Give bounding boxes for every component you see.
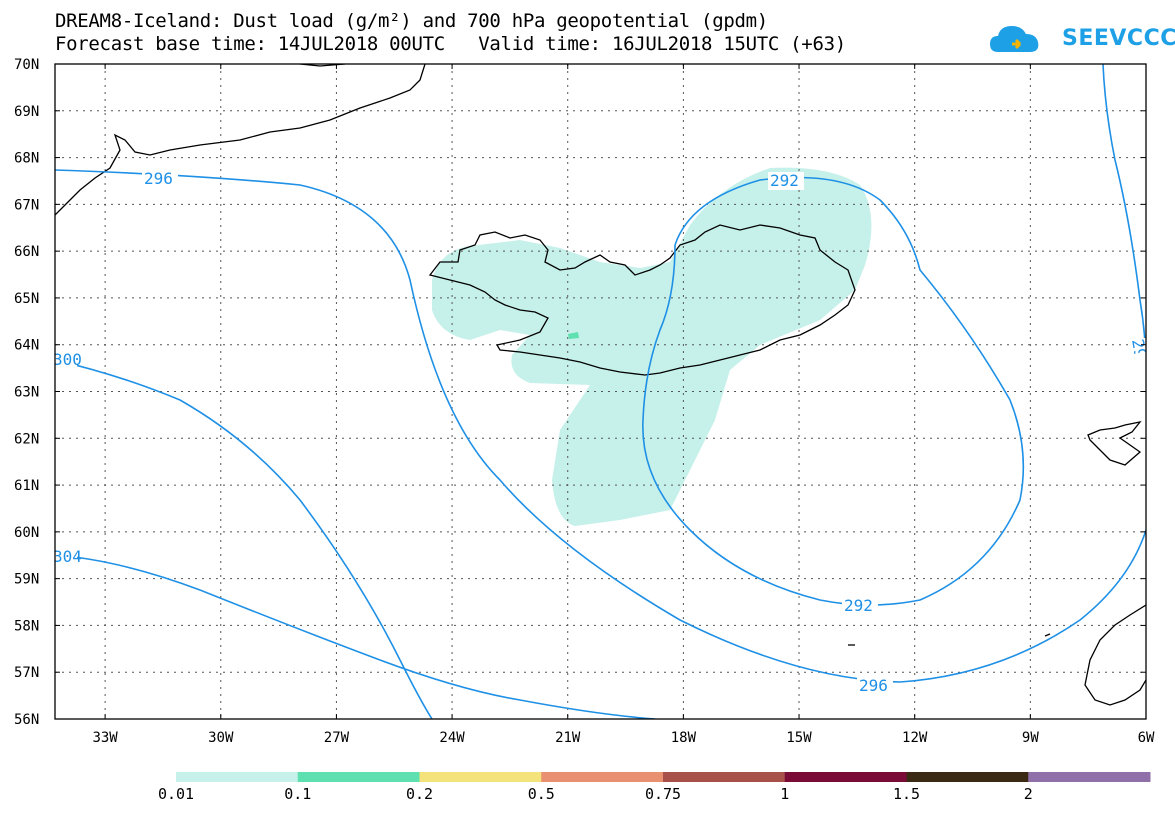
colorbar-segment [1028,772,1151,782]
map-subtitle: Forecast base time: 14JUL2018 00UTC Vali… [55,33,846,55]
contour-label-292-south: 292 [844,596,873,615]
dust-load-area [432,167,872,526]
contour-label-296-west: 296 [144,169,173,188]
lat-tick-label: 63N [14,385,39,401]
colorbar-label: 1.5 [893,785,920,803]
lat-tick-label: 59N [14,572,39,588]
colorbar-segment [784,772,907,782]
lat-tick-label: 64N [14,338,39,354]
colorbar-segment [541,772,664,782]
lon-tick-label: 6W [1138,730,1155,746]
lon-tick-label: 30W [208,730,234,746]
lat-tick-label: 69N [14,104,39,120]
longitude-labels: 33W 30W 27W 24W 21W 18W 15W 12W 9W 6W [92,730,1155,746]
lat-tick-label: 66N [14,244,39,260]
colorbar-label: 0.2 [406,785,433,803]
contour-label-300-west: 300 [53,350,82,369]
latitude-labels: 70N 69N 68N 67N 66N 65N 64N 63N 62N 61N 60N 59N 58N 5… [14,57,39,728]
colorbar-segment [663,772,786,782]
lat-tick-label: 65N [14,291,39,307]
lat-tick-label: 70N [14,57,39,73]
colorbar-label: 0.75 [645,785,681,803]
colorbar-label: 2 [1024,785,1033,803]
colorbar-label: 1 [780,785,789,803]
lat-tick-label: 68N [14,151,39,167]
axis-ticks [55,63,1147,720]
lon-tick-label: 21W [555,730,581,746]
lon-tick-label: 12W [902,730,928,746]
cloud-icon [990,26,1039,52]
lat-tick-label: 62N [14,431,39,447]
lat-tick-label: 58N [14,618,39,634]
contour-label-296-south: 296 [859,676,888,695]
colorbar-segment [297,772,420,782]
lat-tick-label: 61N [14,478,39,494]
contour-label-304-west: 304 [53,547,82,566]
lon-tick-label: 27W [324,730,350,746]
colorbar-label: 0.5 [528,785,555,803]
lat-tick-label: 60N [14,525,39,541]
lon-tick-label: 24W [439,730,465,746]
coastlines [55,64,1146,706]
lon-tick-label: 18W [671,730,697,746]
lat-tick-label: 56N [14,712,39,728]
lon-tick-label: 9W [1022,730,1039,746]
geopotential-contours [55,64,1146,719]
lat-tick-label: 57N [14,665,39,681]
colorbar-segment [906,772,1029,782]
colorbar-label: 0.1 [284,785,311,803]
map-title: DREAM8-Iceland: Dust load (g/m²) and 700… [55,10,768,32]
colorbar-segment [419,772,542,782]
colorbar: 0.01 0.1 0.2 0.5 0.75 1 1.5 2 [158,772,1151,803]
colorbar-label: 0.01 [158,785,194,803]
lon-tick-label: 33W [92,730,118,746]
colorbar-segment [176,772,299,782]
logo-text: SEEVCCC [1062,26,1175,51]
lat-tick-label: 67N [14,197,39,213]
lon-tick-label: 15W [786,730,812,746]
contour-label-292-north: 292 [770,171,799,190]
